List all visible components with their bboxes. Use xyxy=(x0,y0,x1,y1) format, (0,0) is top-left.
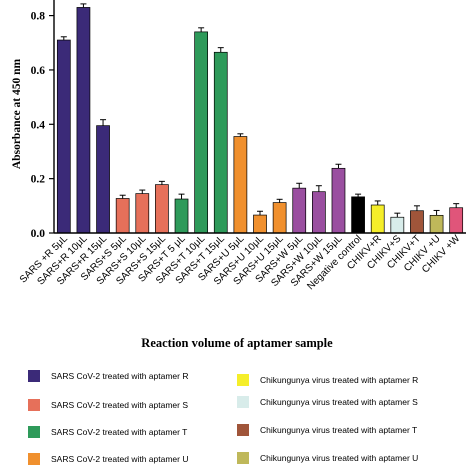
y-tick-label: 0.4 xyxy=(31,119,46,131)
legend-label: SARS CoV-2 treated with aptamer R xyxy=(51,371,189,381)
bar xyxy=(272,202,287,234)
bar xyxy=(410,210,424,234)
bar xyxy=(370,204,385,234)
bar xyxy=(96,125,110,234)
bar xyxy=(213,51,228,234)
bar xyxy=(174,198,189,234)
legend-label: Chikungunya virus treated with aptamer R xyxy=(260,375,419,385)
y-axis-label: Absorbance at 450 nm xyxy=(11,58,23,170)
legend-item: Chikungunya virus treated with aptamer T xyxy=(237,424,417,436)
legend-swatch xyxy=(237,374,249,386)
x-axis-label: Reaction volume of aptamer sample xyxy=(141,336,333,350)
legend-label: SARS CoV-2 treated with aptamer S xyxy=(51,400,189,410)
y-axis: 0.0 0.2 0.4 0.6 0.8 xyxy=(31,0,55,240)
legend-swatch xyxy=(28,399,40,411)
y-tick-label: 0.2 xyxy=(31,174,46,186)
legend-swatch xyxy=(237,452,249,464)
legend-label: Chikungunya virus treated with aptamer U xyxy=(260,453,419,463)
bar xyxy=(135,193,150,234)
y-tick-label: 0.8 xyxy=(31,11,46,23)
legend-swatch xyxy=(237,396,249,408)
legend-swatch xyxy=(28,370,40,382)
legend-swatch xyxy=(28,426,40,438)
legend-item: Chikungunya virus treated with aptamer R xyxy=(237,374,418,386)
bar xyxy=(76,7,91,234)
legend-item: SARS CoV-2 treated with aptamer U xyxy=(28,453,188,465)
bar xyxy=(312,191,326,234)
legend-item: Chikungunya virus treated with aptamer S xyxy=(237,396,418,408)
bar xyxy=(253,214,267,234)
bar xyxy=(115,198,130,234)
bar xyxy=(194,31,208,234)
bar xyxy=(331,167,346,234)
legend-label: SARS CoV-2 treated with aptamer T xyxy=(51,427,188,437)
legend-label: SARS CoV-2 treated with aptamer U xyxy=(51,454,189,464)
y-tick-label: 0.6 xyxy=(31,65,46,77)
legend-item: Chikungunya virus treated with aptamer U xyxy=(237,452,418,464)
legend-item: SARS CoV-2 treated with aptamer S xyxy=(28,399,188,411)
legend-swatch xyxy=(28,453,40,465)
bar xyxy=(351,196,365,234)
bar xyxy=(449,207,464,234)
bars xyxy=(56,3,464,234)
y-tick-label: 0.0 xyxy=(31,228,46,240)
legend-swatch xyxy=(237,424,249,436)
bar xyxy=(56,39,71,234)
bar xyxy=(429,214,444,234)
legend-label: Chikungunya virus treated with aptamer T xyxy=(260,425,418,435)
legend-label: Chikungunya virus treated with aptamer S xyxy=(260,397,418,407)
legend-item: SARS CoV-2 treated with aptamer R xyxy=(28,370,188,382)
bar xyxy=(233,136,248,234)
legend: SARS CoV-2 treated with aptamer R SARS C… xyxy=(0,362,474,474)
bar xyxy=(390,216,405,234)
bar xyxy=(155,184,169,234)
bar xyxy=(292,187,307,234)
legend-item: SARS CoV-2 treated with aptamer T xyxy=(28,426,187,438)
